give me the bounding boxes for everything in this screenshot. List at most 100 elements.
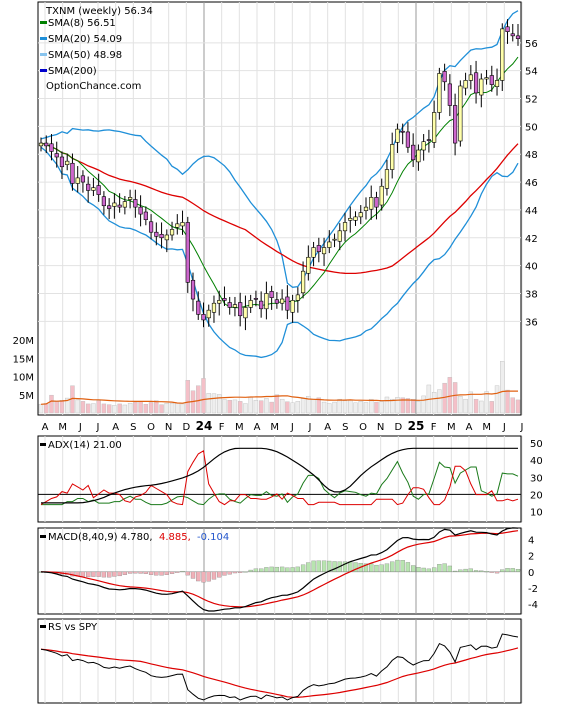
macd-histogram-bar	[259, 568, 264, 572]
macd-histogram-bar	[379, 564, 384, 572]
macd-histogram-bar	[243, 571, 248, 573]
month-tick-label: N	[377, 422, 384, 433]
volume-bar	[342, 400, 348, 414]
volume-bar	[348, 400, 353, 414]
macd-histogram-bar	[452, 570, 458, 572]
macd-histogram-bar	[222, 571, 227, 576]
macd-histogram-bar	[232, 571, 238, 574]
macd-histogram-bar	[473, 570, 479, 572]
volume-bar	[353, 402, 358, 414]
adx-panel-frame	[37, 435, 522, 523]
macd-histogram-bar	[416, 567, 421, 572]
candle-up	[280, 298, 285, 304]
volume-bar	[106, 404, 112, 414]
candle-up	[300, 270, 306, 294]
candle-down	[201, 314, 206, 321]
macd-histogram-bar	[405, 562, 411, 572]
month-tick-label: J	[520, 422, 524, 433]
volume-bar	[389, 398, 395, 414]
macd-histogram-bar	[311, 560, 316, 572]
macd-histogram-bar	[426, 568, 432, 572]
watermark: OptionChance.com	[46, 81, 141, 92]
candle-up	[211, 302, 217, 313]
adx-tick-label: 40	[530, 456, 543, 467]
month-tick-label: J	[78, 422, 82, 433]
legend-swatch-sma200	[40, 69, 47, 72]
macd-histogram-bar	[169, 571, 175, 574]
candle-down	[515, 35, 521, 39]
volume-bar	[127, 402, 133, 414]
volume-bar	[327, 403, 332, 414]
price-tick-label: 48	[525, 150, 538, 161]
candle-up	[169, 229, 175, 236]
candle-down	[400, 130, 405, 133]
macd-histogram-bar	[447, 565, 453, 572]
candle-up	[75, 177, 80, 184]
macd-histogram-bar	[143, 571, 148, 574]
legend-swatch-sma8	[40, 21, 47, 24]
candle-up	[369, 197, 374, 210]
macd-signal-line	[40, 530, 519, 608]
candle-up	[128, 197, 133, 200]
candle-up	[384, 169, 390, 189]
volume-bar	[500, 361, 505, 414]
adx-tick-label: 30	[530, 473, 543, 484]
macd-histogram-bar	[80, 571, 86, 577]
volume-bar	[49, 394, 54, 414]
volume-bar	[410, 398, 416, 414]
volume-bar	[117, 403, 122, 414]
price-candles	[38, 19, 521, 331]
macd-histogram-bar	[122, 571, 128, 575]
month-tick-label: A	[42, 422, 49, 433]
macd-line	[40, 527, 519, 612]
volume-bar	[143, 404, 149, 414]
price-tick-label: 56	[525, 39, 538, 50]
macd-histogram-bar	[279, 566, 285, 572]
candle-down	[452, 105, 458, 144]
volume-bar	[138, 401, 143, 414]
macd-histogram-bar	[327, 560, 332, 572]
candle-down	[253, 298, 259, 300]
volume-bar	[421, 395, 426, 414]
volume-bar	[290, 402, 295, 414]
month-tick-label: J	[308, 422, 312, 433]
macd-histogram-bar	[290, 567, 295, 572]
volume-bar	[196, 385, 201, 414]
macd-histogram-bar	[458, 569, 463, 572]
volume-bar	[180, 403, 185, 414]
macd-histogram-bar	[211, 571, 217, 580]
candle-down	[59, 156, 65, 168]
macd-histogram-bar	[316, 560, 321, 572]
macd-histogram-bar	[484, 571, 489, 573]
macd-histogram-bar	[384, 563, 390, 572]
macd-histogram-bar	[505, 568, 510, 572]
rs-title: RS vs SPY	[48, 622, 98, 633]
volume-bar	[484, 391, 489, 414]
candle-up	[348, 217, 353, 221]
month-tick-label: F	[219, 422, 225, 433]
volume-bar	[311, 398, 316, 414]
volume-average-line	[40, 390, 518, 405]
price-legend: TXNM (weekly) 56.34 SMA(8) 56.51 SMA(20)…	[40, 6, 153, 92]
macd-histogram-bar	[332, 561, 337, 572]
volume-bar	[101, 403, 107, 414]
candle-down	[196, 300, 201, 315]
macd-histogram-bar	[138, 571, 143, 574]
volume-tick-label: 10M	[13, 373, 34, 384]
volume-bar	[395, 397, 400, 414]
month-tick-label: 25	[408, 419, 425, 433]
volume-bar	[363, 402, 369, 414]
candle-up	[395, 128, 400, 143]
macd-histogram-bar	[91, 571, 96, 577]
candle-up	[243, 307, 248, 319]
macd-histogram-bar	[101, 571, 107, 578]
candle-up	[379, 185, 384, 206]
candle-up	[468, 74, 473, 81]
volume-bar	[54, 401, 59, 414]
adx-line	[41, 447, 518, 504]
month-tick-label: M	[447, 422, 456, 433]
candle-up	[353, 216, 358, 221]
price-tick-label: 42	[525, 234, 538, 245]
